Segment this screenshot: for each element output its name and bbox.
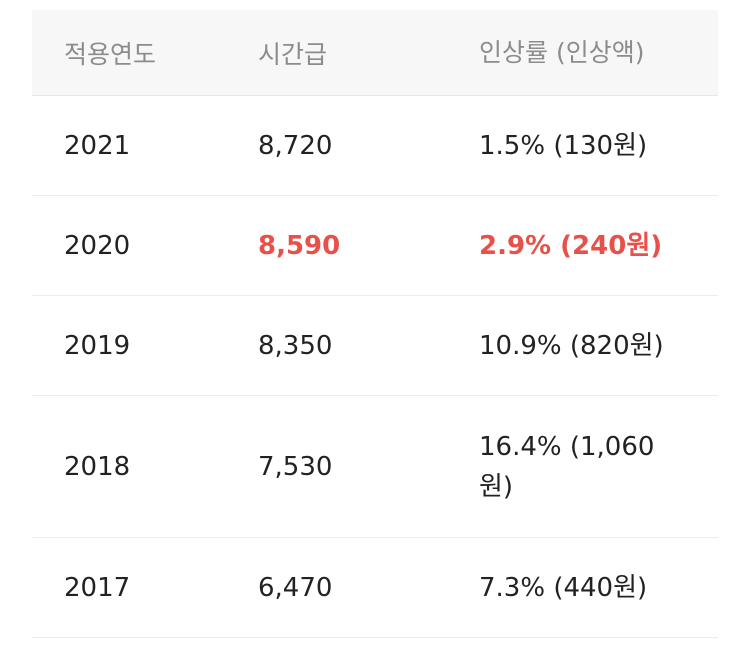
increase-cell: 2.9% (240원) [479,230,663,261]
year-cell: 2021 [64,130,131,161]
year-cell: 2017 [64,572,131,603]
header-hourly-wage: 시간급 [258,39,328,69]
table-row: 2020 8,590 2.9% (240원) [32,196,718,296]
increase-cell: 16.4% (1,060원) [479,431,655,502]
increase-cell: 1.5% (130원) [479,130,648,161]
table-row: 2018 7,530 16.4% (1,060원) [32,396,718,538]
header-increase: 인상률 (인상액) [479,37,645,67]
table-row: 2017 6,470 7.3% (440원) [32,538,718,638]
year-cell: 2018 [64,451,131,482]
hourly-wage-cell: 8,590 [258,230,341,261]
minimum-wage-table: 적용연도 시간급 인상률 (인상액) 2021 8,720 1.5% (130원… [32,10,718,638]
hourly-wage-cell: 8,720 [258,130,333,161]
increase-cell: 10.9% (820원) [479,330,664,361]
header-year: 적용연도 [64,39,157,69]
hourly-wage-cell: 8,350 [258,330,333,361]
year-cell: 2019 [64,330,131,361]
table-row: 2021 8,720 1.5% (130원) [32,96,718,196]
table-row: 2019 8,350 10.9% (820원) [32,296,718,396]
hourly-wage-cell: 7,530 [258,451,333,482]
table-header-row: 적용연도 시간급 인상률 (인상액) [32,10,718,96]
year-cell: 2020 [64,230,131,261]
increase-cell: 7.3% (440원) [479,572,648,603]
hourly-wage-cell: 6,470 [258,572,333,603]
